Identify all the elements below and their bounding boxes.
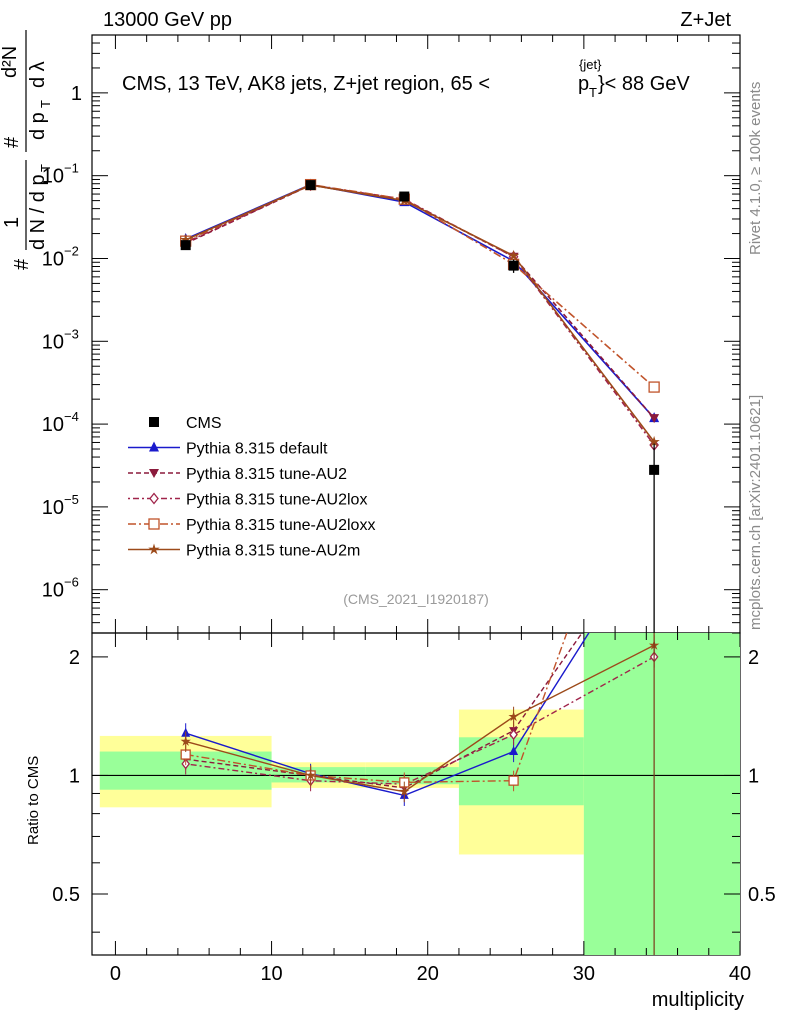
data-point-2: [399, 191, 410, 202]
y-label-dpt: d p: [27, 112, 49, 140]
legend-label-au2m: Pythia 8.315 tune-AU2m: [186, 543, 360, 560]
series-line-au2lox: [185, 184, 655, 446]
y-label-one: 1: [1, 217, 23, 228]
y-tick-exp--6: −6: [64, 575, 79, 590]
x-tick-label-30: 30: [573, 963, 595, 985]
series-point-au2-4: [649, 414, 660, 424]
plot-title: CMS, 13 TeV, AK8 jets, Z+jet region, 65 …: [122, 57, 690, 100]
series-line-au2: [185, 184, 655, 419]
series-line-default: [185, 183, 655, 419]
legend-marker-au2loxx: [148, 518, 160, 530]
mcplots-label: mcplots.cern.ch [arXiv:2401.10621]: [747, 395, 764, 630]
rivet-version-label: Rivet 4.1.0, ≥ 100k events: [747, 82, 764, 255]
legend-marker-au2m: [148, 543, 160, 555]
series-point-au2loxx-4: [648, 381, 660, 393]
x-tick-label-20: 20: [417, 963, 439, 985]
y-tick-exp--4: −4: [64, 409, 79, 424]
ratio-point-au2m-2: [399, 786, 410, 796]
legend-marker-default: [149, 441, 159, 452]
ratio-point-au2lox-3: [509, 729, 518, 741]
y-tick-label-1e-5: 10: [42, 497, 64, 519]
y-label-dn: d N / d p: [27, 174, 49, 250]
y-tick-exp--5: −5: [64, 492, 79, 507]
analysis-id-label: (CMS_2021_I1920187): [343, 591, 489, 607]
y-label-t: T: [38, 164, 53, 172]
y-tick-label-1e-3: 10: [42, 331, 64, 353]
band-inner-4: [583, 633, 740, 955]
data-point-0: [180, 240, 191, 251]
ratio-point-default-3: [509, 746, 519, 756]
legend-marker-au2lox: [149, 492, 159, 505]
y-tick-label-1e-4: 10: [42, 414, 64, 436]
ratio-point-au2loxx-3: [508, 775, 519, 786]
x-axis-label: multiplicity: [652, 989, 744, 1011]
ratio-tick-label-left-1: 1: [69, 765, 80, 787]
legend-label-default: Pythia 8.315 default: [186, 441, 328, 458]
ratio-uncertainty-bands: [99, 633, 740, 955]
y-tick-label-1e-1: 10: [42, 166, 64, 188]
y-tick-exp--1: −1: [64, 161, 79, 176]
ratio-tick-label-right-2: 2: [748, 647, 759, 669]
plot-title-pt-sub: T: [589, 85, 597, 100]
data-point-4: [649, 464, 660, 475]
ratio-tick-label-right-0.5: 0.5: [748, 884, 776, 906]
plot-title-end: }< 88 GeV: [598, 73, 690, 95]
y-label-dlambda: d λ: [27, 61, 49, 88]
ratio-tick-label-left-0.5: 0.5: [52, 884, 80, 906]
x-tick-label-40: 40: [729, 963, 751, 985]
header-left-label: 13000 GeV pp: [103, 9, 232, 31]
header-right-label: Z+Jet: [680, 9, 731, 31]
y-tick-exp--3: −3: [64, 326, 79, 341]
series-line-au2m: [185, 184, 655, 443]
legend-label-cms: CMS: [186, 415, 222, 432]
y-tick-label-1e-6: 10: [42, 580, 64, 602]
ratio-point-au2m-0: [180, 735, 191, 746]
series-line-au2loxx: [185, 183, 655, 388]
legend-label-au2lox: Pythia 8.315 tune-AU2lox: [186, 492, 367, 509]
x-tick-label-0: 0: [110, 963, 121, 985]
y-tick-exp--2: −2: [64, 243, 79, 258]
ratio-series: [180, 633, 660, 955]
y-label-d2n: d²N: [0, 46, 21, 78]
legend-marker-cms: [149, 417, 159, 427]
legend-marker-au2: [149, 469, 159, 478]
plot-title-text: CMS, 13 TeV, AK8 jets, Z+jet region, 65 …: [122, 73, 490, 95]
ratio-point-au2m-1: [305, 770, 316, 780]
y-label-hash2: #: [1, 136, 23, 148]
legend: CMS Pythia 8.315 default Pythia 8.315 tune…: [128, 415, 375, 560]
ratio-tick-label-right-1: 1: [748, 765, 759, 787]
data-point-3: [508, 260, 519, 271]
plot-title-pt: p: [578, 73, 589, 95]
y-label-t2: T: [38, 100, 53, 108]
x-tick-label-10: 10: [260, 963, 282, 985]
y-label-hash: #: [11, 258, 33, 270]
series-point-au2m-3: [507, 249, 520, 261]
data-point-1: [305, 180, 316, 191]
legend-label-au2loxx: Pythia 8.315 tune-AU2loxx: [186, 517, 375, 534]
ratio-tick-label-left-2: 2: [69, 647, 80, 669]
y-tick-label-1e-2: 10: [42, 248, 64, 270]
y-axis-label-main: # 1 d N / d p T # d²N d p T d λ: [0, 30, 53, 270]
plot-title-pt-sup: {jet}: [579, 57, 602, 72]
ratio-point-au2m-3: [508, 711, 519, 722]
band-inner-3: [458, 737, 584, 806]
legend-label-au2: Pythia 8.315 tune-AU2: [186, 466, 347, 483]
y-tick-label-1: 1: [71, 83, 82, 105]
series-point-au2m-4: [648, 435, 660, 447]
y-axis-label-ratio: Ratio to CMS: [25, 756, 42, 845]
series-point-au2m-0: [180, 233, 192, 245]
main-series: [180, 178, 660, 633]
